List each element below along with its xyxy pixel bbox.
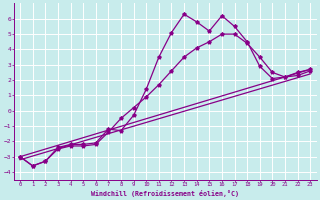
X-axis label: Windchill (Refroidissement éolien,°C): Windchill (Refroidissement éolien,°C): [91, 190, 239, 197]
